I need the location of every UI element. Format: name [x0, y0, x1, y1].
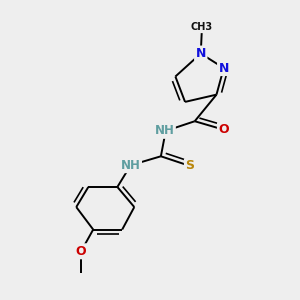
Text: NH: NH: [154, 124, 174, 137]
Text: CH3: CH3: [191, 22, 213, 32]
Text: NH: NH: [121, 159, 141, 172]
Text: N: N: [196, 47, 206, 60]
Text: O: O: [218, 123, 229, 136]
Text: N: N: [218, 61, 229, 74]
Text: S: S: [185, 160, 194, 172]
Text: O: O: [76, 245, 86, 258]
